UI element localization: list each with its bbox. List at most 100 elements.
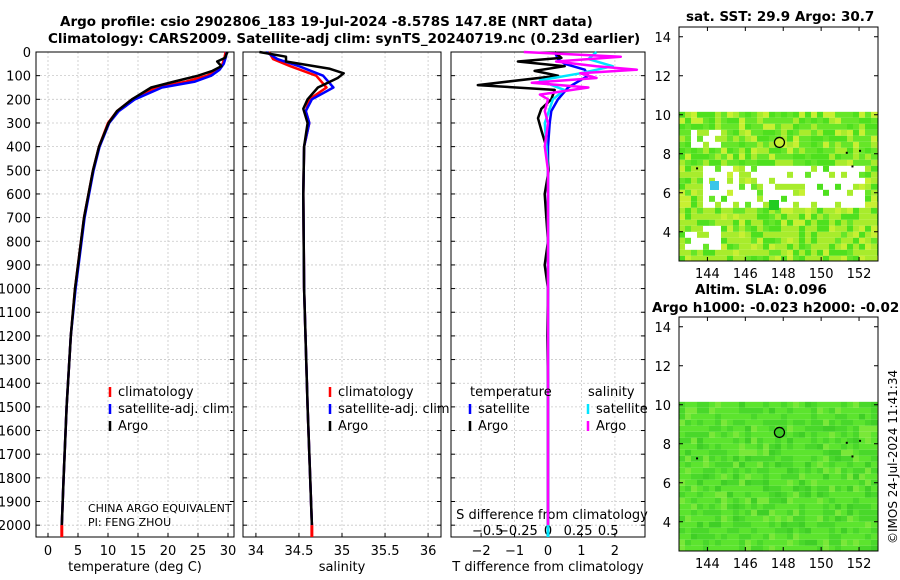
map-y-tick-label: 6 [663, 477, 671, 492]
map-cell [745, 225, 751, 232]
map-cell [685, 413, 691, 420]
map-cell [823, 443, 829, 450]
map-cell [817, 437, 823, 444]
map-cell [691, 195, 697, 202]
map-cell [817, 407, 823, 414]
map-cell [763, 515, 769, 522]
map-cell [823, 467, 829, 474]
map-cell [757, 129, 763, 136]
map-cell [805, 153, 811, 160]
map-cell [787, 249, 793, 256]
map-cell [697, 135, 703, 142]
map-cell [733, 237, 739, 244]
map-cell [709, 461, 715, 468]
map-cell [769, 231, 775, 238]
map-cell [727, 539, 733, 546]
map-cell [697, 419, 703, 426]
map-cell [781, 147, 787, 154]
map-cell [871, 533, 877, 540]
map-cell [859, 225, 865, 232]
map-cell [823, 431, 829, 438]
map-cell [835, 231, 841, 238]
map-cell [763, 207, 769, 214]
map-cell [847, 509, 853, 516]
map-cell [775, 159, 781, 166]
map-cell [859, 509, 865, 516]
map-cell [841, 509, 847, 516]
map-cell [823, 135, 829, 142]
map-cell [691, 419, 697, 426]
map-cell [865, 213, 871, 220]
map-cell [865, 455, 871, 462]
map-cell [751, 443, 757, 450]
map-cell [799, 533, 805, 540]
map-cell [697, 117, 703, 124]
map-y-tick-label: 8 [663, 148, 671, 163]
map-cell [710, 181, 719, 190]
map-cell [823, 225, 829, 232]
map-cell [811, 545, 817, 551]
x-axis-label: T difference from climatology [451, 560, 644, 575]
map-cell [691, 407, 697, 414]
map-cell [841, 473, 847, 480]
map-cell [769, 455, 775, 462]
map-cell [859, 467, 865, 474]
map-cell [841, 135, 847, 142]
map-cell [823, 141, 829, 148]
map-cell [847, 431, 853, 438]
map-cell [823, 243, 829, 250]
map-cell [709, 473, 715, 480]
map-cell [835, 237, 841, 244]
map-cell [793, 153, 799, 160]
map-cell [721, 497, 727, 504]
map-cell [793, 419, 799, 426]
map-cell [709, 147, 715, 154]
map-cell [769, 533, 775, 540]
map-cell [853, 455, 859, 462]
map-cell [811, 425, 817, 432]
map-cell [703, 129, 709, 136]
map-cell [859, 237, 865, 244]
map-cell [685, 201, 691, 208]
map-cell [775, 521, 781, 528]
x-tick-label: 0 [544, 544, 552, 559]
map-cell [763, 129, 769, 136]
map-cell [793, 539, 799, 546]
map-cell [799, 213, 805, 220]
map-cell [721, 195, 727, 202]
map-cell [721, 413, 727, 420]
map-cell [769, 467, 775, 474]
map-cell [745, 177, 751, 184]
map-cell [691, 123, 697, 130]
map-cell [751, 473, 757, 480]
map-cell [769, 485, 775, 492]
figure-title-line1: Argo profile: csio 2902806_183 19-Jul-20… [60, 14, 593, 30]
map-cell [799, 431, 805, 438]
map-cell [763, 479, 769, 486]
map-cell [769, 135, 775, 142]
y-tick-label: 1400 [0, 377, 31, 392]
map-cell [739, 539, 745, 546]
map-cell [799, 231, 805, 238]
map-cell [781, 509, 787, 516]
map-cell [703, 431, 709, 438]
map-cell [853, 213, 859, 220]
map-cell [721, 473, 727, 480]
map-cell [847, 219, 853, 226]
map-cell [835, 515, 841, 522]
map-cell [835, 521, 841, 528]
map-cell [763, 201, 769, 208]
map-cell [691, 485, 697, 492]
map-cell [793, 455, 799, 462]
map-cell [793, 443, 799, 450]
map-cell [745, 255, 751, 261]
map-cell [691, 473, 697, 480]
map-cell [853, 207, 859, 214]
map-cell [793, 485, 799, 492]
map-cell [679, 509, 685, 516]
map-cell [811, 527, 817, 534]
map-cell [787, 147, 793, 154]
map-cell [823, 153, 829, 160]
sal-legend-label: Argo [338, 419, 368, 434]
map-cell [769, 413, 775, 420]
